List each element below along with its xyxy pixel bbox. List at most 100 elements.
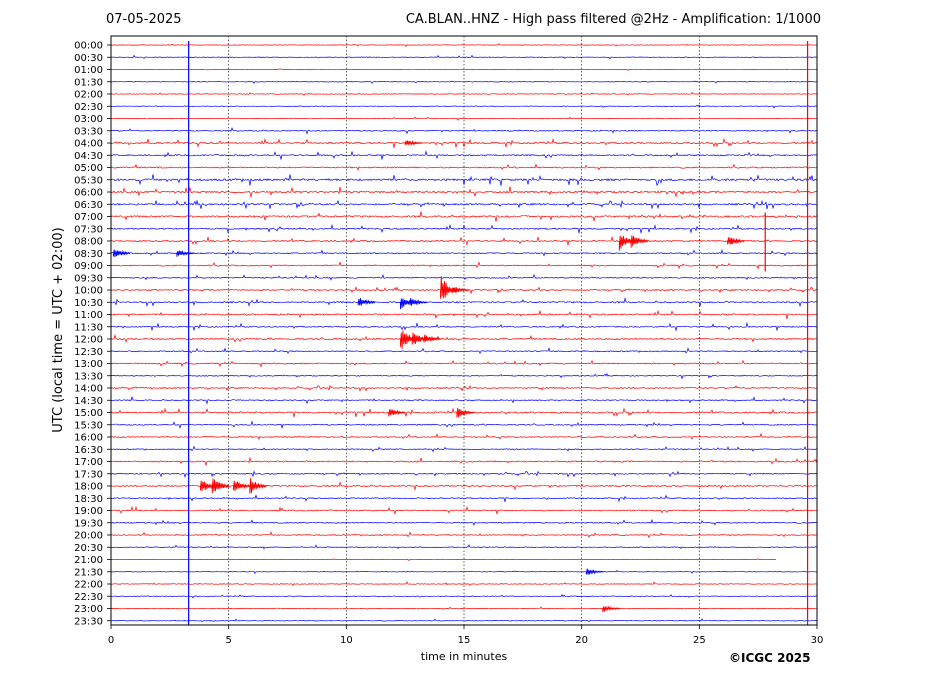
seismic-trace <box>110 91 817 96</box>
seismic-trace <box>111 606 818 611</box>
seismic-trace <box>110 456 818 466</box>
y-tick-label: 07:00 <box>74 212 103 223</box>
seismic-event <box>232 480 251 492</box>
seismic-trace <box>110 68 818 72</box>
seismic-event <box>211 478 230 494</box>
y-tick-label: 09:00 <box>74 261 103 272</box>
x-tick-label: 5 <box>225 635 231 646</box>
y-tick-label: 21:00 <box>74 555 103 566</box>
y-tick-label: 17:30 <box>74 469 103 480</box>
seismic-event <box>602 605 620 613</box>
seismic-event <box>423 334 442 343</box>
y-tick-label: 00:00 <box>74 41 103 52</box>
y-tick-label: 03:00 <box>74 114 103 125</box>
seismic-trace <box>110 273 818 281</box>
y-tick-label: 02:30 <box>74 102 103 113</box>
y-tick-label: 04:30 <box>74 151 103 162</box>
seismic-event <box>409 298 428 306</box>
y-tick-label: 13:00 <box>74 359 103 370</box>
y-tick-label: 00:30 <box>74 53 103 64</box>
y-tick-label: 22:00 <box>74 580 103 591</box>
y-tick-label: 01:30 <box>74 77 103 88</box>
seismic-trace <box>110 531 818 539</box>
seismic-trace <box>110 581 818 587</box>
y-tick-label: 18:30 <box>74 494 103 505</box>
y-tick-label: 02:00 <box>74 90 103 101</box>
x-axis-label: time in minutes <box>421 650 508 663</box>
seismic-trace <box>110 359 818 368</box>
seismic-trace <box>110 248 818 257</box>
y-tick-label: 05:00 <box>74 163 103 174</box>
y-tick-label: 16:00 <box>74 433 103 444</box>
seismic-event <box>404 140 423 146</box>
y-tick-label: 18:00 <box>74 482 103 493</box>
seismic-trace <box>110 43 817 48</box>
seismic-event <box>357 298 376 306</box>
y-tick-label: 14:30 <box>74 396 103 407</box>
chart-date: 07-05-2025 <box>106 12 182 27</box>
seismic-event <box>727 237 745 245</box>
seismic-trace <box>110 384 818 392</box>
seismic-event <box>249 478 267 494</box>
y-tick-label: 05:30 <box>74 175 103 186</box>
seismic-event <box>388 409 406 417</box>
y-tick-label: 23:30 <box>74 616 103 627</box>
seismic-event <box>456 407 475 418</box>
y-tick-label: 03:30 <box>74 126 103 137</box>
seismic-event <box>585 568 604 575</box>
y-tick-label: 10:00 <box>74 286 103 297</box>
seismic-event <box>451 287 470 294</box>
x-tick-labels: 0 5 10 15 20 25 30 <box>108 625 824 646</box>
seismic-trace <box>110 432 818 440</box>
y-tick-label: 16:30 <box>74 445 103 456</box>
x-tick-label: 20 <box>575 635 588 646</box>
y-tick-label: 06:00 <box>74 188 103 199</box>
y-tick-label: 12:00 <box>74 335 103 346</box>
x-tick-label: 0 <box>108 635 114 646</box>
seismic-trace <box>110 505 818 515</box>
seismic-trace <box>110 309 818 320</box>
seismic-trace <box>110 137 818 148</box>
seismic-trace <box>110 163 818 171</box>
y-tick-label: 21:30 <box>74 567 103 578</box>
x-tick-label: 15 <box>458 635 471 646</box>
y-tick-label: 15:00 <box>74 408 103 419</box>
y-tick-label: 06:30 <box>74 200 103 211</box>
y-tick-label: 20:00 <box>74 531 103 542</box>
y-axis-label: UTC (local time = UTC + 02:00) <box>51 227 66 432</box>
y-tick-label: 01:00 <box>74 65 103 76</box>
y-tick-label: 08:00 <box>74 237 103 248</box>
y-tick-label: 22:30 <box>74 592 103 603</box>
seismic-trace <box>110 211 818 222</box>
copyright-text: ©ICGC 2025 <box>729 651 811 665</box>
y-tick-label: 11:00 <box>74 310 103 321</box>
seismic-trace <box>110 518 818 526</box>
seismic-trace <box>110 116 818 121</box>
chart-title: CA.BLAN..HNZ - High pass filtered @2Hz -… <box>405 12 821 27</box>
y-tick-label: 13:30 <box>74 371 103 382</box>
y-tick-label: 04:00 <box>74 139 103 150</box>
seismic-event <box>176 250 194 257</box>
gridline-group <box>228 36 700 625</box>
x-tick-label: 25 <box>693 635 706 646</box>
y-tick-label: 15:30 <box>74 420 103 431</box>
y-tick-label: 14:00 <box>74 384 103 395</box>
seismic-trace <box>110 186 818 198</box>
x-tick-label: 10 <box>340 635 353 646</box>
y-tick-label: 11:30 <box>74 322 103 333</box>
seismic-event <box>630 235 649 248</box>
y-tick-label: 07:30 <box>74 224 103 235</box>
y-tick-label: 12:30 <box>74 347 103 358</box>
seismic-event <box>440 276 458 299</box>
y-tick-label: 09:30 <box>74 273 103 284</box>
y-tick-label: 19:00 <box>74 506 103 517</box>
y-tick-label: 19:30 <box>74 518 103 529</box>
y-tick-label: 10:30 <box>74 298 103 309</box>
x-tick-label: 30 <box>811 635 824 646</box>
seismic-event <box>112 249 131 258</box>
y-tick-label: 20:30 <box>74 543 103 554</box>
y-tick-label: 17:00 <box>74 457 103 468</box>
seismic-trace <box>110 558 777 561</box>
